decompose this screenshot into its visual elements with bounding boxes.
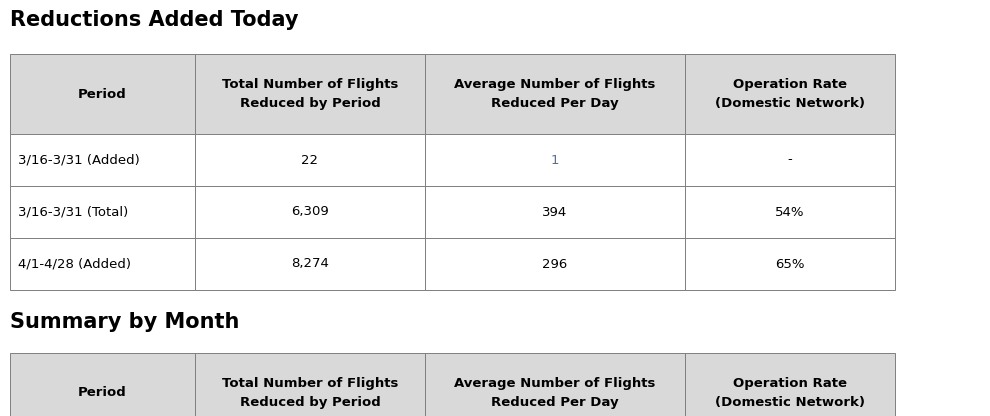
Text: 22: 22 bbox=[302, 154, 319, 166]
Text: 65%: 65% bbox=[775, 258, 805, 270]
Text: Average Number of Flights
Reduced Per Day: Average Number of Flights Reduced Per Da… bbox=[454, 78, 655, 110]
Text: 4/1-4/28 (Added): 4/1-4/28 (Added) bbox=[18, 258, 131, 270]
Bar bbox=[425, 353, 685, 416]
Text: Summary by Month: Summary by Month bbox=[10, 312, 240, 332]
Text: 3/16-3/31 (Added): 3/16-3/31 (Added) bbox=[18, 154, 140, 166]
Text: 394: 394 bbox=[543, 206, 567, 218]
Bar bbox=[10, 134, 195, 186]
Bar bbox=[685, 134, 895, 186]
Text: 54%: 54% bbox=[775, 206, 805, 218]
Text: Operation Rate
(Domestic Network): Operation Rate (Domestic Network) bbox=[715, 377, 865, 409]
Bar bbox=[195, 54, 425, 134]
Text: Total Number of Flights
Reduced by Period: Total Number of Flights Reduced by Perio… bbox=[222, 377, 398, 409]
Bar bbox=[685, 353, 895, 416]
Text: 3/16-3/31 (Total): 3/16-3/31 (Total) bbox=[18, 206, 129, 218]
Bar bbox=[195, 134, 425, 186]
Bar bbox=[685, 54, 895, 134]
Bar bbox=[425, 186, 685, 238]
Bar bbox=[195, 238, 425, 290]
Bar bbox=[10, 238, 195, 290]
Bar bbox=[195, 353, 425, 416]
Text: Operation Rate
(Domestic Network): Operation Rate (Domestic Network) bbox=[715, 78, 865, 110]
Bar bbox=[10, 353, 195, 416]
Bar bbox=[685, 186, 895, 238]
Bar bbox=[10, 186, 195, 238]
Text: -: - bbox=[788, 154, 792, 166]
Bar bbox=[425, 134, 685, 186]
Bar bbox=[685, 238, 895, 290]
Text: Average Number of Flights
Reduced Per Day: Average Number of Flights Reduced Per Da… bbox=[454, 377, 655, 409]
Text: 296: 296 bbox=[543, 258, 567, 270]
Text: Period: Period bbox=[78, 386, 127, 399]
Bar bbox=[425, 238, 685, 290]
Bar bbox=[425, 54, 685, 134]
Text: Reductions Added Today: Reductions Added Today bbox=[10, 10, 299, 30]
Text: 1: 1 bbox=[550, 154, 559, 166]
Bar bbox=[10, 54, 195, 134]
Text: Total Number of Flights
Reduced by Period: Total Number of Flights Reduced by Perio… bbox=[222, 78, 398, 110]
Text: 8,274: 8,274 bbox=[291, 258, 329, 270]
Bar bbox=[195, 186, 425, 238]
Text: Period: Period bbox=[78, 87, 127, 101]
Text: 6,309: 6,309 bbox=[291, 206, 329, 218]
